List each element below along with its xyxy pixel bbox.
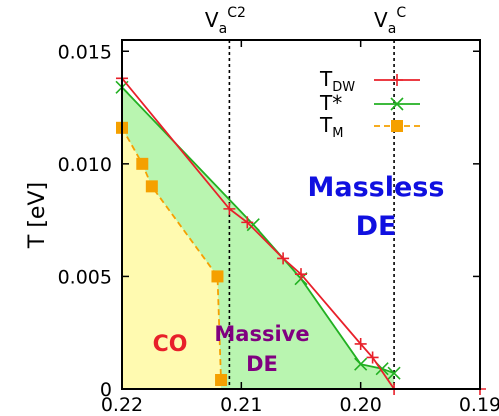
legend-item-3: TM [319,113,420,141]
region-label-co: CO [153,332,188,357]
region-label-massless-line2: DE [356,211,397,242]
legend-label-2: T* [319,91,342,115]
series-1-point-2 [223,202,236,215]
plot-frame [121,39,481,390]
legend-marker-3 [391,120,403,132]
series-2-point-4 [354,357,368,371]
region-co [122,127,221,390]
ticks-layer: 0.22 0.21 0.20 0.19 0 0.005 0.010 0.015 [58,40,499,416]
series-1-point-4 [277,252,290,265]
region-label-massive-line2: DE [246,352,278,376]
legend-item-2: T* [319,91,420,115]
vline-2-label: VaC [374,5,406,37]
series-1-point-5 [295,268,307,281]
y-tick-label-1: 0 [100,379,112,401]
x-tick-label-3: 0.20 [340,394,382,416]
x-tick-label-1: 0.22 [101,394,143,416]
vline-1-label: VaC2 [205,5,246,37]
y-tick-label-2: 0.005 [58,266,112,288]
regions-layer [122,87,395,390]
series-3-point-5 [215,373,228,386]
series-layer [115,72,486,395]
y-tick-label-4: 0.015 [58,41,112,63]
region-label-massive-line1: Massive [214,322,309,346]
legend-label-1: TDW [319,67,355,95]
y-tick-label-3: 0.010 [58,154,112,176]
series-1-point-7 [366,351,379,364]
legend-label-3: TM [319,113,343,141]
y-axis-title: T [eV] [25,182,50,249]
series-1-point-3 [241,216,254,229]
region-label-massless-line1: Massless [308,172,445,203]
series-3-point-3 [145,180,158,193]
series-2-point-6 [387,366,401,380]
x-tick-label-2: 0.21 [220,394,262,416]
series-2-point-2 [246,218,260,232]
legend-marker-2 [390,97,404,111]
legend-marker-1 [391,74,403,86]
x-tick-label-4: 0.19 [459,394,499,416]
series-3-point-4 [211,270,224,283]
series-1-point-6 [354,337,367,350]
series-3-point-2 [136,157,149,170]
legend-item-1: TDW [319,67,420,95]
series-3 [116,121,228,386]
series-2-line [121,86,395,375]
